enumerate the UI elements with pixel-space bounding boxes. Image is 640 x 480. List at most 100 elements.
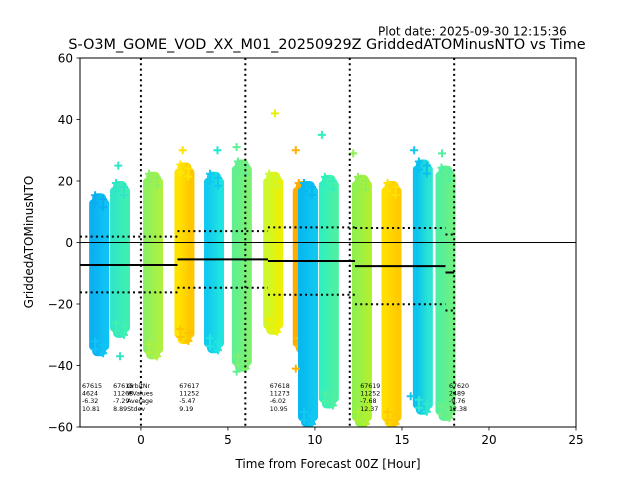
data-point (91, 345, 100, 354)
data-column (110, 179, 131, 339)
orbit-segment (354, 227, 446, 306)
orbit-stat-n: 11268 (113, 391, 133, 398)
data-point (91, 199, 100, 208)
data-point (391, 191, 400, 199)
x-tick-label: 25 (568, 433, 583, 447)
data-point (153, 352, 162, 361)
data-point (299, 179, 308, 187)
data-point (361, 412, 370, 420)
data-point (414, 165, 423, 174)
data-column (89, 191, 110, 358)
data-point (353, 172, 362, 181)
data-point (112, 187, 121, 195)
outlier-point (116, 352, 125, 361)
data-point (422, 161, 431, 170)
data-point (320, 172, 329, 181)
data-point (383, 187, 392, 195)
outlier-point (114, 161, 123, 170)
outlier-point (291, 364, 300, 373)
orbit-segment (80, 235, 178, 294)
data-point (422, 407, 431, 416)
data-point (99, 195, 108, 204)
orbit-stat-sdev: 12.38 (449, 406, 467, 413)
column-core (92, 193, 107, 357)
outlier-point (291, 146, 300, 155)
data-point (176, 168, 185, 177)
orbit-stat-n: 11273 (270, 391, 290, 398)
data-point (176, 324, 185, 333)
data-point (184, 164, 193, 173)
data-point (214, 173, 223, 182)
orbit-stat-avg: -7.29 (113, 398, 129, 405)
plot-area (80, 58, 576, 427)
data-point (414, 395, 423, 404)
data-point (299, 408, 308, 416)
data-column (263, 169, 284, 336)
data-column (297, 179, 318, 427)
data-point (414, 403, 423, 412)
stats-legend-label: Average (127, 398, 153, 405)
data-point (91, 191, 100, 200)
data-point (273, 181, 282, 190)
data-point (361, 184, 370, 193)
orbit-stat-avg: -6.02 (270, 398, 286, 405)
data-point (299, 187, 308, 195)
data-point (273, 173, 282, 182)
outlier-point (406, 392, 415, 401)
orbit-stat-sdev: 9.19 (179, 406, 193, 413)
data-point (214, 338, 223, 347)
data-point (383, 416, 392, 424)
data-point (445, 413, 454, 422)
data-point (145, 177, 154, 186)
data-point (99, 203, 108, 212)
data-point (99, 341, 108, 350)
outlier-point (213, 146, 222, 155)
column-core (415, 159, 430, 415)
orbit-stat-orbit: 67620 (449, 383, 469, 390)
y-tick-label: 0 (65, 236, 73, 250)
x-tick-label: 15 (394, 433, 409, 447)
orbit-stat-n: 2489 (449, 391, 465, 398)
data-point (184, 172, 193, 181)
data-point (184, 328, 193, 337)
data-point (112, 179, 121, 187)
data-point (265, 315, 274, 324)
data-point (214, 181, 223, 190)
plot-date: Plot date: 2025-09-30 12:15:36 (378, 25, 567, 39)
data-point (437, 163, 446, 172)
data-point (328, 184, 337, 193)
outlier-point (270, 109, 279, 118)
y-tick-label: −40 (48, 359, 73, 373)
data-column (231, 157, 252, 373)
orbit-stat-sdev: 12.37 (360, 406, 378, 413)
column-core (113, 181, 128, 338)
y-tick-label: −60 (48, 420, 73, 434)
x-tick-label: 5 (224, 433, 232, 447)
data-point (91, 337, 100, 346)
data-point (206, 334, 215, 343)
x-tick-label: 10 (307, 433, 322, 447)
orbit-segment (267, 226, 355, 296)
data-point (265, 323, 274, 332)
statistics-lines (80, 226, 455, 312)
orbit-segment (445, 233, 455, 312)
column-core (266, 171, 281, 335)
data-point (307, 412, 316, 420)
data-point (112, 326, 121, 335)
data-point (391, 412, 400, 420)
x-axis-label: Time from Forecast 00Z [Hour] (234, 457, 420, 471)
y-tick-label: −20 (48, 297, 73, 311)
data-point (233, 165, 242, 174)
orbit-stat-orbit: 67619 (360, 383, 380, 390)
orbit-segment (177, 230, 268, 289)
column-core (207, 171, 222, 354)
data-point (112, 318, 121, 327)
data-column (435, 163, 456, 422)
data-point (299, 416, 308, 424)
orbit-stat-avg: -6.32 (82, 398, 98, 405)
data-column (351, 172, 372, 427)
